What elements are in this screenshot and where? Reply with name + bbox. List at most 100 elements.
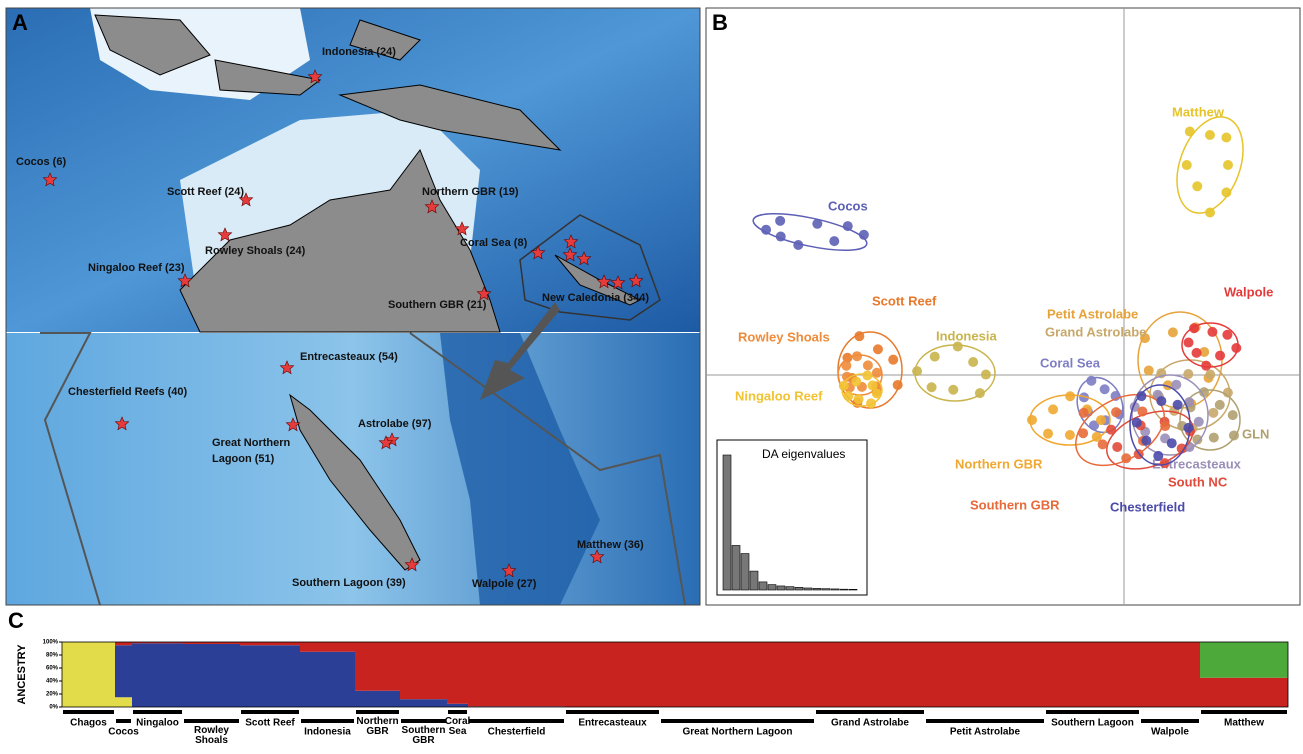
bar-segment bbox=[240, 645, 300, 707]
x-tick-label: Indonesia bbox=[304, 727, 351, 738]
cluster-point bbox=[980, 369, 991, 380]
bar bbox=[812, 588, 822, 591]
group-bracket bbox=[63, 710, 114, 714]
bar-segment bbox=[183, 643, 240, 707]
cluster-point bbox=[1141, 435, 1152, 446]
bar-segment bbox=[115, 645, 132, 698]
bar-segment bbox=[240, 642, 300, 646]
group-bracket bbox=[1046, 710, 1139, 714]
site-star bbox=[42, 172, 58, 187]
site-label: Southern Lagoon (39) bbox=[292, 577, 406, 589]
cluster-point bbox=[775, 215, 786, 226]
cluster-point bbox=[1189, 323, 1200, 334]
cluster-ellipse bbox=[1179, 389, 1241, 451]
group-bracket bbox=[241, 710, 299, 714]
x-tick-label: Rowley Shoals bbox=[194, 725, 229, 746]
plot-frame bbox=[61, 641, 1289, 708]
bar-segment bbox=[1200, 642, 1288, 678]
site-label: Chesterfield Reefs (40) bbox=[68, 386, 188, 398]
site-star bbox=[404, 557, 420, 572]
cluster-point bbox=[1205, 369, 1216, 380]
cluster-point bbox=[968, 357, 979, 368]
x-tick-label: Petit Astrolabe bbox=[950, 727, 1021, 738]
bar-segment bbox=[183, 642, 240, 644]
cluster-point bbox=[1201, 360, 1212, 371]
group-bracket bbox=[661, 719, 814, 723]
cluster-label: South NC bbox=[1168, 474, 1228, 489]
cluster-point bbox=[1027, 414, 1038, 425]
group-bracket bbox=[356, 710, 399, 714]
x-tick-label: Walpole bbox=[1151, 727, 1189, 738]
y-tick-label: 80% bbox=[46, 653, 59, 659]
cluster-point bbox=[1043, 428, 1054, 439]
bar-segment bbox=[660, 642, 815, 707]
cluster-point bbox=[1089, 420, 1100, 431]
bar-segment bbox=[468, 642, 565, 707]
cluster-point bbox=[1183, 422, 1194, 433]
cluster-label: Chesterfield bbox=[1110, 499, 1185, 514]
trench bbox=[440, 333, 600, 605]
cluster-point bbox=[1086, 375, 1097, 386]
y-tick-label: 40% bbox=[46, 679, 59, 685]
cluster-point bbox=[1079, 392, 1090, 403]
cluster-point bbox=[1136, 391, 1147, 402]
site-star bbox=[177, 273, 193, 288]
cluster-point bbox=[1131, 417, 1142, 428]
site-star bbox=[217, 227, 233, 242]
cluster-point bbox=[929, 351, 940, 362]
group-bracket bbox=[116, 719, 131, 723]
site-label: Matthew (36) bbox=[577, 539, 644, 551]
cluster-point bbox=[854, 331, 865, 342]
cluster-point bbox=[1160, 421, 1171, 432]
cluster-point bbox=[1153, 450, 1164, 461]
cluster-point bbox=[1065, 391, 1076, 402]
site-label: Great Northern bbox=[212, 437, 291, 449]
cluster-label: Ningaloo Reef bbox=[735, 388, 823, 403]
site-star bbox=[279, 360, 295, 375]
cluster-label: Grand Astrolabe bbox=[1045, 324, 1146, 339]
site-label: Southern GBR (21) bbox=[388, 299, 487, 311]
site-label: Lagoon (51) bbox=[212, 453, 275, 465]
x-tick-label: Northern GBR bbox=[356, 716, 398, 737]
bar bbox=[839, 588, 849, 591]
cluster-label: Southern GBR bbox=[970, 497, 1060, 512]
bar-segment bbox=[1200, 677, 1288, 707]
site-label: Scott Reef (24) bbox=[167, 186, 244, 198]
site-star bbox=[238, 192, 254, 207]
site-star bbox=[501, 563, 517, 578]
cluster-point bbox=[1227, 410, 1238, 421]
cluster-point bbox=[851, 376, 862, 387]
cluster-ellipse bbox=[1176, 116, 1244, 214]
site-star bbox=[307, 69, 323, 84]
cluster-point bbox=[841, 371, 852, 382]
x-tick-label: Ningaloo bbox=[136, 718, 179, 729]
group-bracket bbox=[401, 719, 446, 723]
cluster-point bbox=[1231, 342, 1242, 353]
cluster-point bbox=[1192, 434, 1203, 445]
site-star bbox=[628, 273, 644, 288]
x-tick-label: Chagos bbox=[70, 718, 107, 729]
bar-segment bbox=[62, 642, 115, 707]
group-bracket bbox=[1141, 719, 1199, 723]
cluster-point bbox=[793, 239, 804, 250]
group-bracket bbox=[1201, 710, 1287, 714]
cluster-label: Northern GBR bbox=[955, 456, 1043, 471]
group-bracket bbox=[816, 710, 924, 714]
group-bracket bbox=[184, 719, 239, 723]
cluster-label: Scott Reef bbox=[872, 293, 937, 308]
site-star bbox=[424, 199, 440, 214]
cluster-point bbox=[867, 380, 878, 391]
cluster-point bbox=[1112, 441, 1123, 452]
y-tick-label: 0% bbox=[49, 705, 58, 711]
bar-segment bbox=[447, 642, 468, 704]
region-outline bbox=[40, 332, 686, 606]
cluster-label: Coral Sea bbox=[1040, 355, 1101, 370]
site-star bbox=[563, 234, 579, 249]
cluster-point bbox=[1121, 453, 1132, 464]
x-tick-label: Southern GBR bbox=[402, 725, 446, 746]
bar-segment bbox=[1140, 642, 1200, 707]
arrow bbox=[480, 302, 560, 400]
x-tick-label: Coral Sea bbox=[445, 716, 471, 737]
region-outline bbox=[519, 214, 661, 321]
x-tick-label: Matthew bbox=[1224, 718, 1264, 729]
